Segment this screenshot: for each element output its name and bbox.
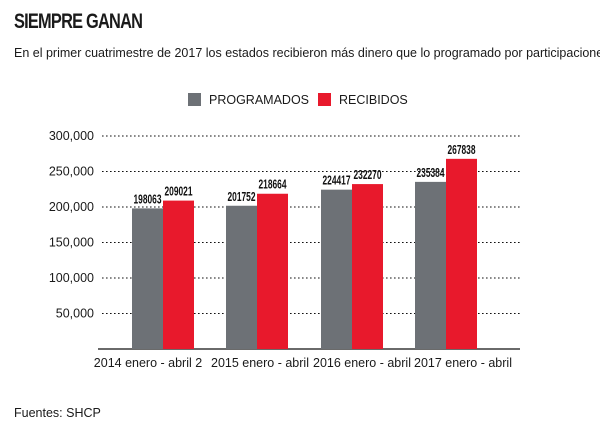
y-tick-label: 300,000 — [49, 129, 94, 143]
legend-label-recibidos: RECIBIDOS — [339, 93, 408, 107]
x-tick-label: 2015 enero - abril — [211, 356, 309, 370]
legend-swatch-recibidos — [318, 93, 331, 106]
data-label: 267838 — [448, 142, 476, 157]
y-tick-label: 250,000 — [49, 165, 94, 179]
chart-subtitle: En el primer cuatrimestre de 2017 los es… — [14, 46, 600, 60]
x-tick-label: 2014 enero - abril 2 — [94, 356, 202, 370]
y-tick-label: 100,000 — [49, 271, 94, 285]
bar-recibidos — [446, 158, 477, 349]
y-tick-label: 150,000 — [49, 236, 94, 250]
legend-swatch-programados — [188, 93, 201, 106]
bar-programados — [226, 205, 257, 349]
y-tick-label: 200,000 — [49, 200, 94, 214]
y-tick-label: 50,000 — [56, 307, 94, 321]
data-label: 224417 — [323, 173, 351, 188]
source-note: Fuentes: SHCP — [14, 406, 101, 420]
bar-recibidos — [163, 200, 194, 349]
chart-title: SIEMPRE GANAN — [14, 10, 143, 33]
bar-programados — [321, 189, 352, 349]
bar-recibidos — [352, 184, 383, 349]
legend-label-programados: PROGRAMADOS — [209, 93, 309, 107]
data-label: 198063 — [134, 191, 162, 206]
data-label: 201752 — [228, 189, 256, 204]
data-label: 232270 — [354, 167, 382, 182]
bar-programados — [415, 181, 446, 349]
bar-recibidos — [257, 193, 288, 349]
x-tick-label: 2016 enero - abril — [313, 356, 411, 370]
data-label: 235384 — [417, 165, 445, 180]
x-tick-label: 2017 enero - abril — [414, 356, 512, 370]
bar-programados — [132, 208, 163, 349]
data-label: 218664 — [259, 177, 287, 192]
data-label: 209021 — [165, 184, 193, 199]
